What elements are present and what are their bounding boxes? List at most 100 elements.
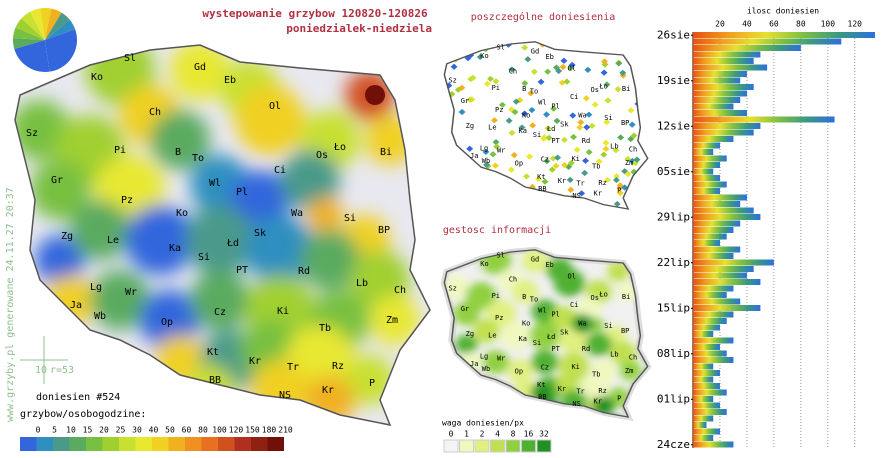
city-label: PT	[236, 265, 248, 276]
city-label: Ło	[598, 291, 607, 299]
bar	[693, 51, 761, 58]
city-label: Pz	[495, 314, 503, 322]
x-tick-label: 100	[821, 20, 836, 29]
pie-slice	[21, 11, 45, 40]
bar	[693, 233, 727, 240]
bar	[693, 298, 741, 305]
legend-label: 15	[83, 426, 93, 435]
report-point	[595, 158, 603, 165]
city-label: Tb	[319, 323, 331, 334]
pie-slice	[45, 19, 76, 40]
report-point	[482, 148, 490, 155]
report-point	[623, 41, 631, 48]
bar	[693, 272, 747, 279]
bar	[693, 415, 714, 422]
y-tick-label: 19sie	[657, 74, 690, 87]
density-blob	[585, 332, 612, 357]
report-point	[492, 78, 500, 85]
legend-swatch	[102, 437, 119, 451]
heat-blob	[140, 290, 200, 350]
report-point	[516, 190, 524, 197]
y-tick-label: 01lip	[657, 392, 690, 405]
legend-swatch	[185, 437, 202, 451]
report-point	[616, 182, 624, 189]
bar	[693, 279, 761, 285]
heat-blob	[150, 110, 210, 170]
city-label: P	[617, 395, 621, 403]
density-map: Sl Gd Ko Eb Ch Ol Sz Pi B To Os Ło Bi Gr Ci Wl Pl Pz Ko Wa S…	[443, 247, 647, 417]
density-blob	[499, 321, 531, 350]
city-label: Wr	[497, 146, 505, 154]
report-point	[537, 78, 545, 86]
legend-label: 50	[165, 426, 175, 435]
bar	[693, 363, 714, 370]
density-label: 1	[464, 430, 469, 439]
legend-label: 120	[229, 426, 244, 435]
city-label: Eb	[545, 261, 553, 269]
report-point	[504, 205, 512, 209]
pie-slice	[14, 40, 50, 72]
city-label: Pl	[551, 310, 559, 318]
report-point	[600, 69, 608, 76]
bar	[693, 149, 714, 155]
y-tick-label: 24cze	[657, 438, 690, 451]
report-point	[567, 159, 575, 167]
legend-swatch	[234, 437, 251, 451]
pie-slice	[13, 27, 45, 40]
report-point	[563, 202, 571, 209]
bar	[693, 110, 747, 116]
city-label: Op	[515, 160, 523, 168]
city-label: Ch	[629, 354, 637, 362]
city-label: BB	[209, 375, 221, 386]
city-label: Rz	[598, 387, 606, 395]
city-label: Pz	[495, 106, 503, 114]
bar	[693, 311, 734, 318]
city-label: Si	[533, 339, 541, 347]
heat-blob	[300, 230, 360, 290]
legend-swatch	[86, 437, 103, 451]
bar	[693, 409, 727, 415]
city-label: B	[522, 85, 526, 93]
legend-title: grzybow/osobogodzine:	[20, 409, 146, 420]
pie-slice	[45, 12, 70, 40]
city-label: Gd	[531, 255, 539, 263]
city-label: Si	[604, 114, 612, 122]
bar	[693, 318, 727, 324]
density-blob	[553, 268, 585, 297]
city-label: Op	[161, 317, 173, 328]
y-tick-label: 15lip	[657, 301, 690, 314]
heat-blob	[305, 375, 355, 425]
x-tick-label: 80	[796, 20, 806, 29]
city-label: Ch	[394, 285, 406, 296]
city-label: To	[192, 153, 204, 164]
legend-label: 5	[52, 426, 57, 435]
legend-label: 180	[262, 426, 277, 435]
title: wystepowanie grzybow 120820-120826	[202, 7, 428, 20]
density-blob	[585, 279, 612, 304]
pie-slice	[40, 8, 52, 41]
city-label: Sl	[496, 44, 504, 52]
heat-blob	[35, 235, 85, 285]
report-point	[458, 170, 466, 177]
city-label: Cz	[214, 307, 226, 318]
bar	[693, 181, 727, 188]
y-tick-label: 26sie	[657, 28, 690, 41]
city-label: Zg	[466, 330, 474, 338]
legend-label: 30	[132, 426, 142, 435]
bar	[693, 240, 720, 246]
city-label: Bi	[380, 147, 392, 158]
report-point	[444, 180, 451, 187]
heat-blob	[190, 270, 250, 330]
city-label: Sz	[26, 128, 38, 139]
bar	[693, 214, 761, 220]
city-label: Wl	[538, 307, 546, 315]
report-point	[522, 192, 530, 199]
density-swatch	[536, 439, 552, 453]
bar	[693, 103, 734, 110]
bar	[693, 441, 734, 448]
legend-label: 10	[66, 426, 76, 435]
city-label: Rd	[298, 266, 310, 277]
heat-blob	[170, 45, 230, 100]
heat-blob	[230, 170, 290, 230]
density-blob	[465, 282, 497, 310]
